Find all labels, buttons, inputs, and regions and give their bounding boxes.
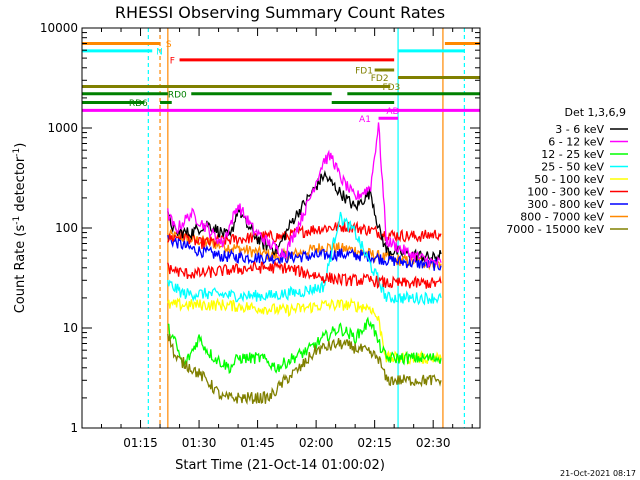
legend-entry: 50 - 100 keV (534, 173, 628, 186)
x-tick-label: 02:15 (357, 436, 392, 450)
state-bar-label: A1 (359, 115, 371, 125)
y-axis-label-end: ) (13, 143, 28, 148)
x-tick-label: 02:30 (416, 436, 451, 450)
state-bar-fd3: FD3 (82, 83, 400, 93)
state-bar-label: FD2 (371, 74, 389, 84)
y-axis-label-sup2: -1 (12, 148, 22, 157)
series-line-1 (167, 234, 442, 271)
series-line-4 (167, 122, 442, 269)
legend-entry: 3 - 6 keV (555, 123, 628, 136)
legend-label: 25 - 50 keV (541, 161, 604, 174)
y-tick-label: 100 (55, 221, 78, 235)
state-bar-f: F (170, 56, 395, 66)
state-bar-label: N (156, 47, 163, 57)
legend-entry: 25 - 50 keV (541, 161, 628, 174)
y-axis-label-mid: detector (13, 156, 28, 216)
legend-label: 3 - 6 keV (555, 123, 604, 136)
y-tick-label: 10 (63, 321, 78, 335)
y-tick-label: 1000 (47, 121, 78, 135)
series-line-9 (167, 260, 442, 289)
y-axis-label-sup1: -1 (12, 216, 22, 225)
state-bar-a1: A1 (359, 115, 399, 125)
legend-entry: 6 - 12 keV (548, 136, 628, 149)
legend-entry: 12 - 25 keV (541, 148, 628, 161)
legend-label: 12 - 25 keV (541, 148, 604, 161)
state-bar-label: FD1 (355, 67, 373, 77)
series-line-6 (167, 297, 442, 366)
state-bar-fd2: FD2 (371, 74, 480, 84)
legend-label: 300 - 800 keV (527, 198, 604, 211)
axes: 01:15 01:30 01:45 02:00 02:15 02:30 1 10 100 1000… (40, 21, 480, 450)
x-tick-label: 01:45 (240, 436, 275, 450)
legend-entry: 100 - 300 keV (527, 186, 628, 199)
legend-label: 50 - 100 keV (534, 173, 604, 186)
legend-entry: 300 - 800 keV (527, 198, 628, 211)
legend-label: 7000 - 15000 keV (506, 223, 604, 236)
series-line-2 (167, 220, 442, 250)
state-bar-label: S (166, 40, 172, 50)
state-bar-s: S (82, 40, 480, 50)
x-tick-label: 01:15 (123, 436, 158, 450)
footer-timestamp: 21-Oct-2021 08:17 (560, 469, 636, 478)
state-bar-label: RD6 (129, 99, 148, 109)
chart-title: RHESSI Observing Summary Count Rates (115, 3, 445, 22)
state-bar-ad: AD (82, 107, 480, 117)
state-bar-rd0: RD0 (82, 90, 480, 100)
series-line-8 (167, 333, 442, 406)
state-bar-label: F (170, 56, 175, 66)
series-line-5 (167, 211, 442, 306)
y-tick-label: 10000 (40, 21, 78, 35)
legend-label: 100 - 300 keV (527, 186, 604, 199)
state-bar-label: RD0 (168, 90, 187, 100)
y-tick-label: 1 (70, 421, 78, 435)
state-bar-label: FD3 (382, 83, 400, 93)
legend-entry: 7000 - 15000 keV (506, 223, 628, 236)
x-tick-label: 02:00 (299, 436, 334, 450)
legend-label: 800 - 7000 keV (520, 211, 604, 224)
legend-title: Det 1,3,6,9 (564, 106, 626, 119)
legend-label: 6 - 12 keV (548, 136, 604, 149)
state-bar-n: N (82, 47, 465, 57)
state-bar-fd1: FD1 (355, 67, 395, 77)
y-axis-label-start: Count Rate (s (13, 225, 28, 314)
series-line-7 (167, 316, 442, 375)
legend-entry: 800 - 7000 keV (520, 211, 628, 224)
state-bar-rd6: RD6 (82, 99, 395, 109)
state-bar-label: AD (386, 107, 399, 117)
y-axis-label: Count Rate (s-1 detector-1) (12, 143, 28, 314)
x-tick-label: 01:30 (182, 436, 217, 450)
x-axis-label: Start Time (21-Oct-14 01:00:02) (175, 458, 385, 473)
